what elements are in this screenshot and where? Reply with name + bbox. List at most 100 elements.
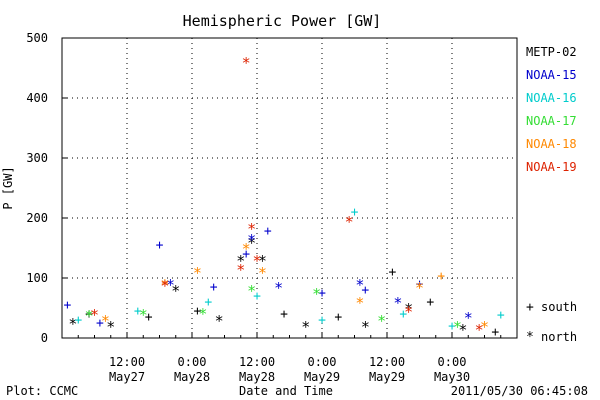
data-point: * [247, 220, 256, 238]
marker-legend-symbol: * [526, 330, 534, 345]
series-legend: METP-02 NOAA-15 NOAA-16 NOAA-17 NOAA-18 NOAA-… [526, 45, 577, 174]
y-axis-label: P [GW] [1, 166, 15, 209]
data-point: + [253, 289, 261, 304]
data-point: + [416, 277, 424, 292]
x-tick-label-time: 0:00 [308, 355, 337, 369]
y-axis: 0 100 200 300 400 500 [26, 31, 67, 345]
chart-title: Hemispheric Power [GW] [183, 12, 382, 30]
data-point: * [258, 264, 267, 282]
data-point: + [194, 304, 202, 319]
marker-legend-label: north [541, 330, 577, 344]
data-point: * [345, 213, 354, 231]
data-point: + [242, 247, 250, 262]
y-tick-label: 300 [26, 151, 48, 165]
footer-right: 2011/05/30 06:45:08 [451, 384, 588, 398]
x-axis-label: Date and Time [239, 384, 333, 398]
plot-frame [61, 37, 518, 339]
data-point: * [198, 305, 207, 323]
y-tick-label: 500 [26, 31, 48, 45]
data-point: * [236, 252, 245, 270]
legend-entry: NOAA-16 [526, 91, 577, 105]
data-point: + [264, 224, 272, 239]
data-point: + [280, 307, 288, 322]
data-point: + [351, 205, 359, 220]
data-point: + [204, 295, 212, 310]
data-point: * [171, 282, 180, 300]
data-point: * [166, 276, 175, 294]
y-tick-label: 200 [26, 211, 48, 225]
data-point: * [90, 306, 99, 324]
data-point: * [160, 277, 169, 295]
data-point: + [85, 307, 93, 322]
data-point: * [415, 279, 424, 297]
y-tick-label: 400 [26, 91, 48, 105]
data-point: * [301, 318, 310, 336]
x-tick-label-time: 12:00 [109, 355, 145, 369]
data-point: + [334, 310, 342, 325]
data-point: + [389, 265, 397, 280]
data-point: + [399, 307, 407, 322]
data-point: * [274, 279, 283, 297]
data-point: * [106, 318, 115, 336]
data-point: * [160, 276, 169, 294]
legend-entry: NOAA-19 [526, 160, 577, 174]
data-point: + [318, 313, 326, 328]
data-point: * [404, 303, 413, 321]
legend-entry: NOAA-15 [526, 68, 577, 82]
data-point: + [64, 298, 72, 313]
data-point: * [404, 300, 413, 318]
data-point: * [458, 321, 467, 339]
legend-entry: METP-02 [526, 45, 577, 59]
data-point: * [101, 312, 110, 330]
data-point: * [252, 252, 261, 270]
x-tick-label-time: 12:00 [239, 355, 275, 369]
x-tick-label-date: May28 [239, 370, 275, 384]
data-point: + [497, 308, 505, 323]
data-point: * [393, 294, 402, 312]
data-point: * [68, 315, 77, 333]
data-point: + [448, 319, 456, 334]
data-point: + [491, 325, 499, 340]
marker-legend-symbol: + [526, 300, 534, 315]
legend-entry: NOAA-18 [526, 137, 577, 151]
points-layer: *+*+*+****+*+*+* +* ++++* ++* +* + *+*+*+++ +++… [64, 54, 505, 340]
data-point: * [242, 54, 251, 72]
data-point: * [258, 252, 267, 270]
data-point: * [355, 276, 364, 294]
data-point: * [475, 321, 484, 339]
x-tick-label-date: May28 [174, 370, 210, 384]
data-point: + [145, 310, 153, 325]
x-tick-label-date: May30 [434, 370, 470, 384]
data-point: + [156, 238, 164, 253]
x-tick-label-date: May27 [109, 370, 145, 384]
grid-layer [62, 38, 517, 338]
data-point: * [377, 312, 386, 330]
x-tick-label-time: 0:00 [438, 355, 467, 369]
data-point: * [312, 285, 321, 303]
data-point: + [426, 295, 434, 310]
marker-legend: + south * north [526, 300, 577, 345]
x-tick-label-time: 0:00 [178, 355, 207, 369]
footer-left: Plot: CCMC [6, 384, 78, 398]
data-point: + [74, 313, 82, 328]
y-tick-label: 100 [26, 271, 48, 285]
data-point: * [361, 318, 370, 336]
data-point: + [361, 283, 369, 298]
data-point: + [210, 280, 218, 295]
data-point: + [437, 269, 445, 284]
data-point: * [453, 318, 462, 336]
data-point: * [464, 309, 473, 327]
data-point: + [318, 286, 326, 301]
data-point: * [139, 306, 148, 324]
legend-entry: NOAA-17 [526, 114, 577, 128]
x-axis: 12:00May270:00May2812:00May280:00May2912… [61, 332, 518, 384]
data-point: * [215, 312, 224, 330]
data-point: + [96, 316, 104, 331]
data-point: * [247, 282, 256, 300]
data-point: * [355, 294, 364, 312]
data-point: * [247, 234, 256, 252]
data-point: * [193, 264, 202, 282]
x-tick-label-time: 12:00 [369, 355, 405, 369]
data-point: * [480, 318, 489, 336]
